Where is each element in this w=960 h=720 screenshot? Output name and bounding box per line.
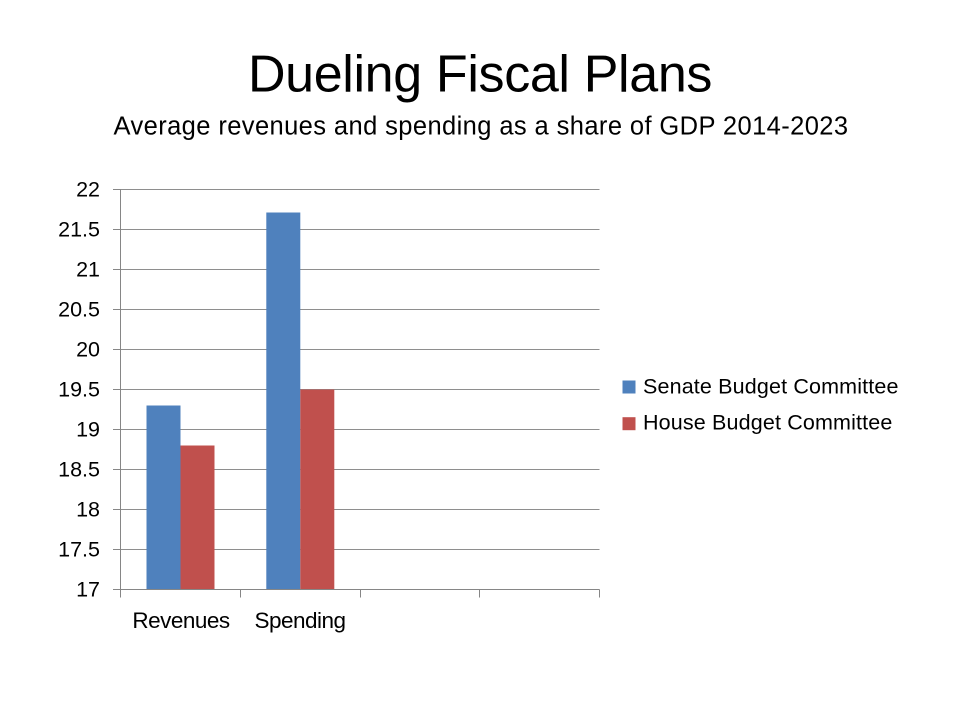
svg-text:18.5: 18.5 [58,457,100,481]
svg-text:20.5: 20.5 [58,297,100,321]
svg-text:17.5: 17.5 [58,537,100,561]
svg-text:Average revenues and spending: Average revenues and spending as a share… [114,113,849,141]
svg-text:Revenues: Revenues [132,608,230,633]
svg-text:21: 21 [76,257,100,281]
svg-text:21.5: 21.5 [58,217,100,241]
svg-text:20: 20 [76,337,100,361]
svg-text:Senate Budget Committee: Senate Budget Committee [643,375,899,399]
svg-text:House Budget Committee: House Budget Committee [643,410,892,434]
svg-text:19: 19 [76,417,100,441]
svg-text:17: 17 [76,577,100,601]
svg-text:18: 18 [76,497,100,521]
svg-text:Dueling Fiscal Plans: Dueling Fiscal Plans [248,45,712,103]
svg-text:Spending: Spending [254,608,345,633]
svg-text:22: 22 [76,177,100,201]
svg-text:19.5: 19.5 [58,377,100,401]
